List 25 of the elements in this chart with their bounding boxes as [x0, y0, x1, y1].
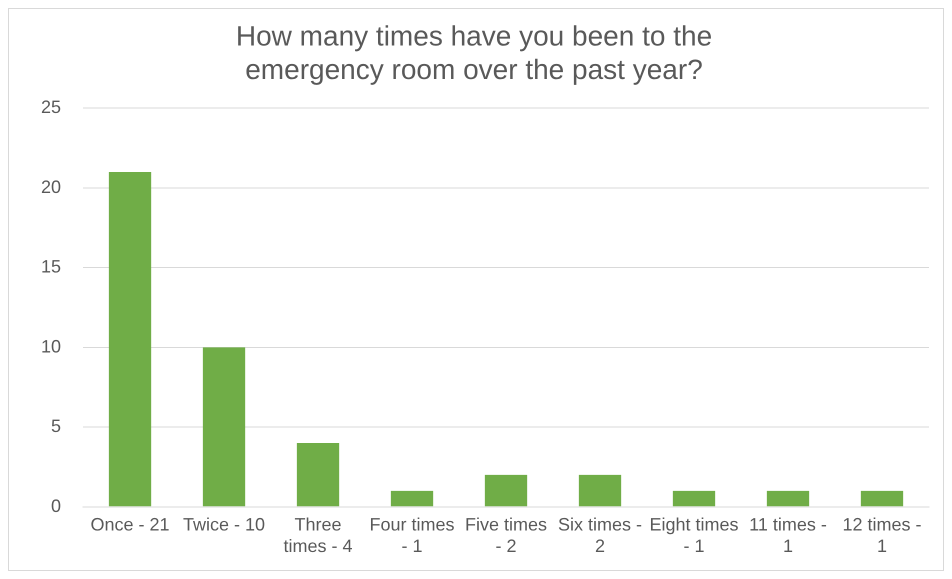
bar: [672, 490, 716, 506]
bar: [108, 172, 152, 506]
bar: [484, 474, 528, 506]
x-tick-label: Twice - 10: [183, 514, 266, 535]
y-tick-label: 15: [40, 256, 62, 277]
bar: [578, 474, 622, 506]
y-tick-label: 0: [51, 496, 62, 516]
x-tick-label: 12 times - 1: [842, 514, 922, 556]
x-tick-label: Four times - 1: [369, 514, 455, 556]
bar: [296, 443, 340, 506]
x-tick-label: Three times - 4: [284, 514, 353, 556]
x-tick-label: Eight times - 1: [649, 514, 739, 556]
y-tick-label: 20: [40, 176, 62, 197]
x-tick-label: Five times - 2: [465, 514, 548, 556]
x-tick-label: Six times - 2: [558, 514, 642, 556]
y-tick-label: 25: [40, 97, 62, 118]
bar: [860, 490, 904, 506]
x-tick-label: 11 times - 1: [749, 514, 827, 556]
chart-title: How many times have you been to the emergency room over the past year?: [236, 20, 712, 86]
y-tick-label: 10: [40, 336, 62, 356]
bar: [390, 490, 434, 506]
bar: [202, 347, 246, 506]
bar: [766, 490, 810, 506]
x-tick-label: Once - 21: [90, 514, 170, 535]
y-tick-label: 5: [51, 416, 62, 436]
